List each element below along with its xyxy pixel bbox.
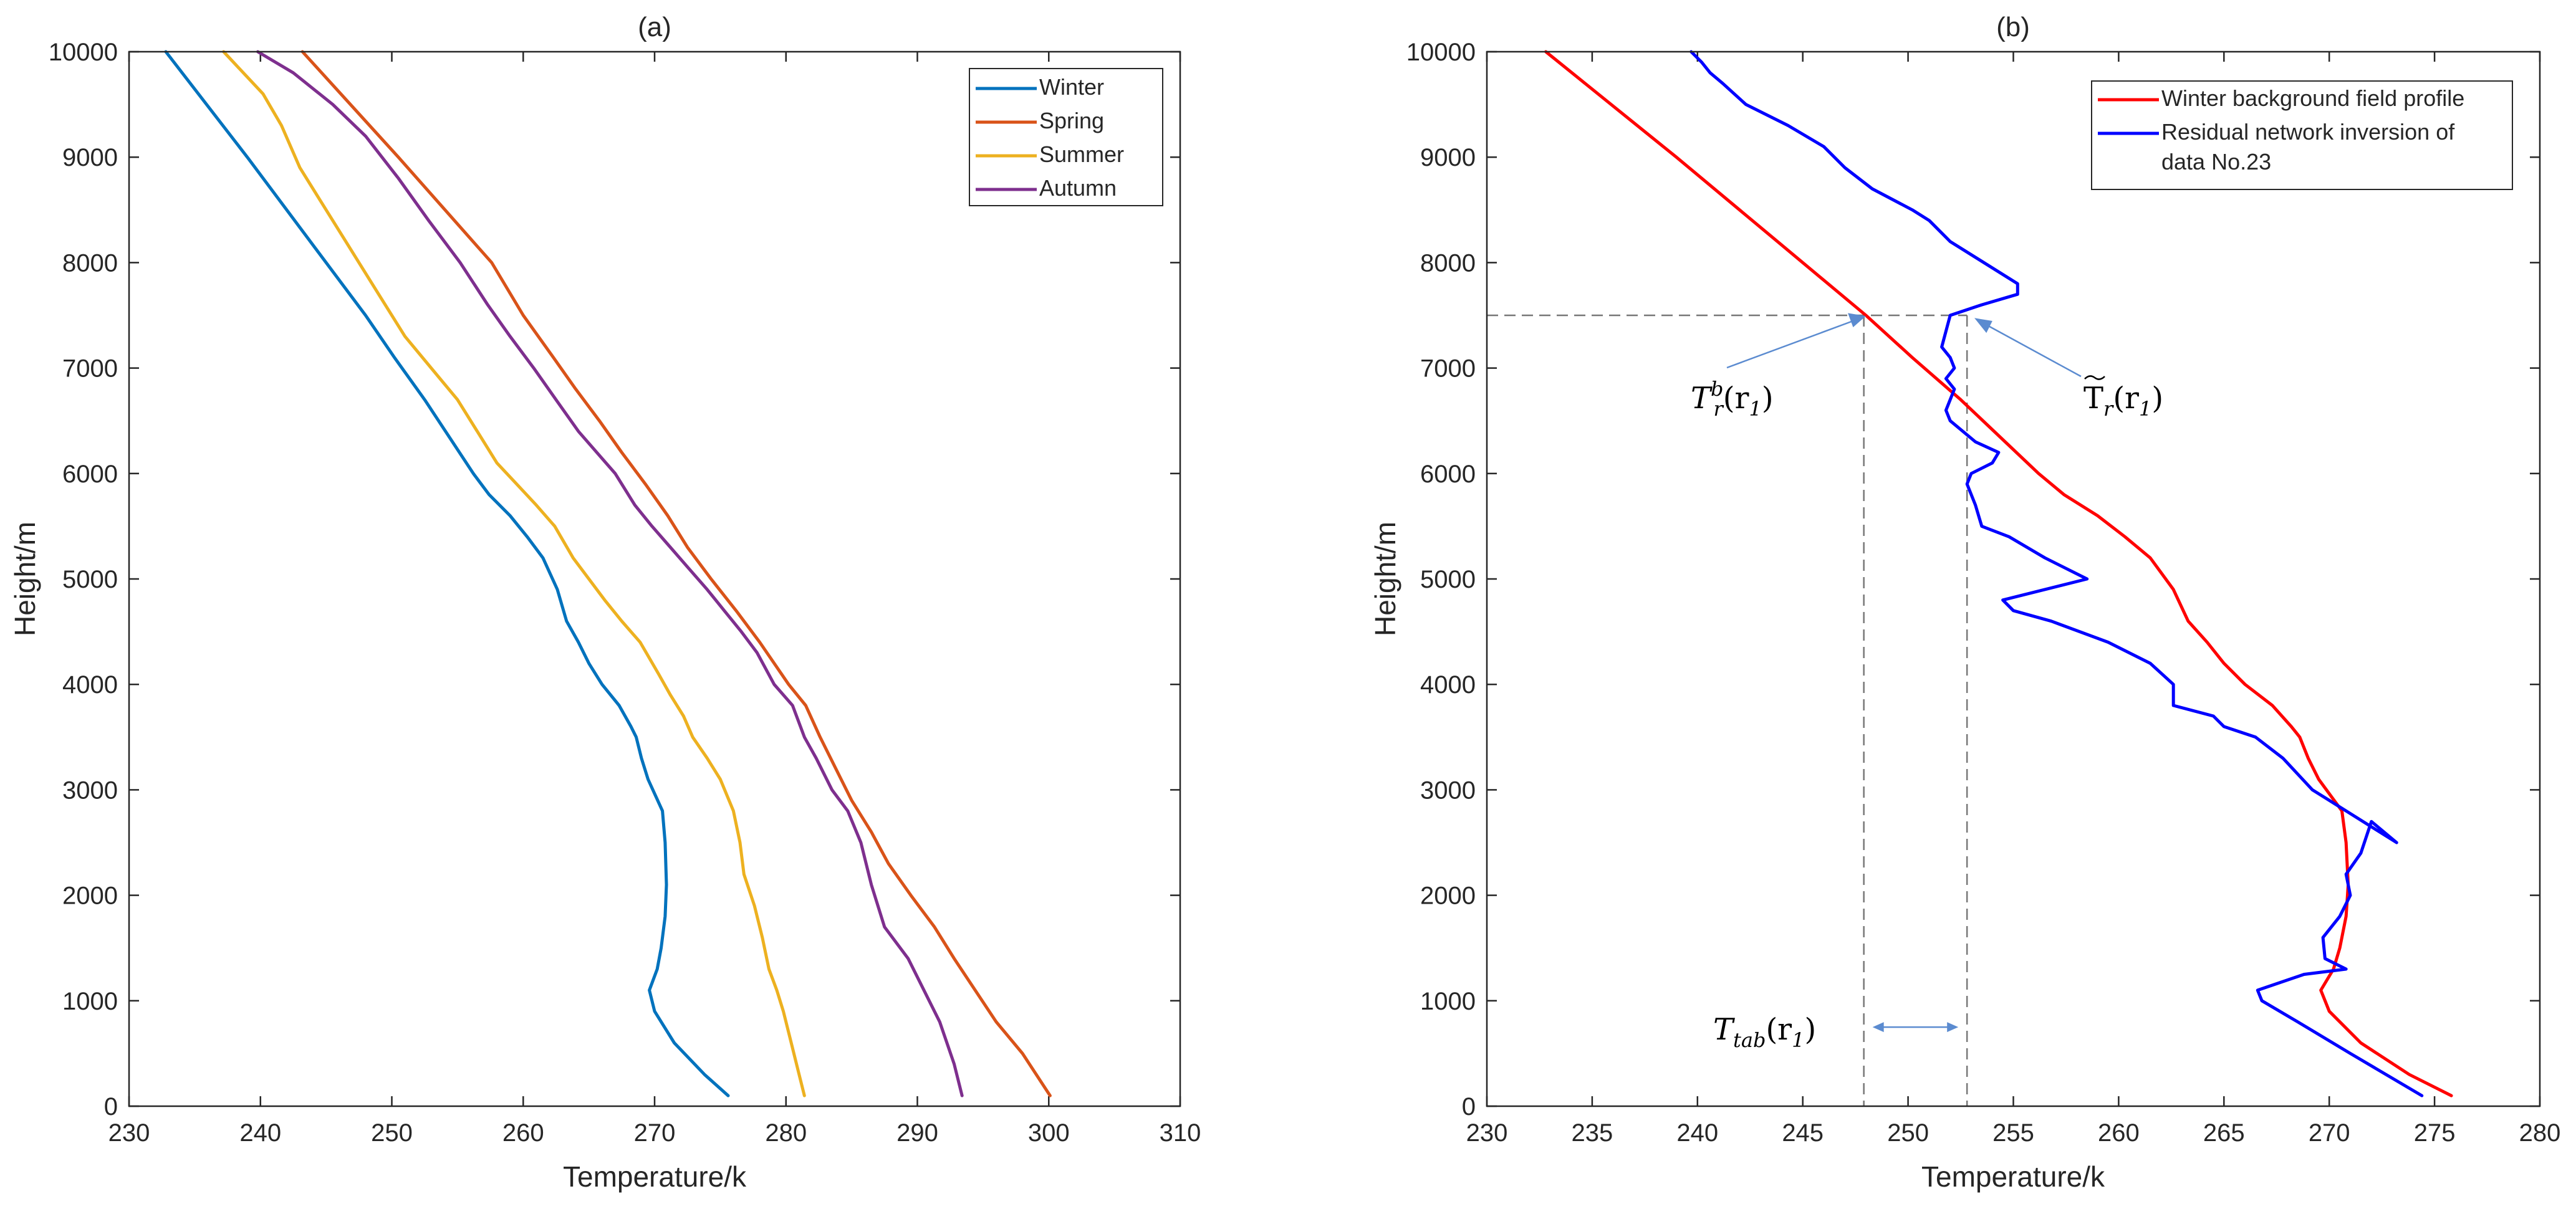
- b-xtick-label-5: 255: [1992, 1119, 2034, 1147]
- b-ytick-label-4: 4000: [1420, 671, 1476, 699]
- panel-a-ticks: 230 240 250 260 270 280 290 300 310 0 1000 2000 3000…: [49, 39, 1201, 1147]
- panel-b-ticks: 230 235 240 245 250 255 260 265 270 275 280 0 1000 20…: [1406, 39, 2561, 1147]
- annotation-tilde: [2084, 375, 2105, 380]
- panel-a-title: (a): [638, 12, 671, 42]
- a-ytick-label-7: 7000: [62, 355, 118, 383]
- a-series-line-winter: [164, 50, 730, 1097]
- b-xtick-label-9: 275: [2414, 1119, 2456, 1147]
- b-ytick-label-10: 10000: [1406, 39, 1476, 66]
- a-xtick-label-6: 290: [896, 1119, 938, 1147]
- panel-a-xlabel: Temperature/k: [563, 1160, 747, 1193]
- a-xtick-label-8: 310: [1160, 1119, 1201, 1147]
- b-xtick-label-2: 240: [1676, 1119, 1718, 1147]
- panel-a: (a) 230 240 250 260 270 280 290 300 310 0 1000 2000…: [9, 12, 1201, 1193]
- a-ytick-label-8: 8000: [62, 249, 118, 277]
- a-ytick-label-6: 6000: [62, 461, 118, 488]
- a-series-line-summer: [222, 50, 806, 1097]
- a-ytick-label-10: 10000: [49, 39, 118, 66]
- b-xtick-label-4: 250: [1887, 1119, 1929, 1147]
- a-ytick-label-5: 5000: [62, 566, 118, 593]
- tab-arrow-head-left: [1872, 1022, 1884, 1033]
- panel-a-axes-box: [128, 50, 1181, 1107]
- b-xtick-label-0: 230: [1466, 1119, 1508, 1147]
- a-ytick-label-2: 2000: [62, 882, 118, 910]
- a-xtick-label-4: 270: [634, 1119, 676, 1147]
- panel-b-annotation-arrows: [1726, 313, 2082, 378]
- b-xtick-label-7: 265: [2203, 1119, 2245, 1147]
- b-ytick-label-5: 5000: [1420, 566, 1476, 593]
- b-xtick-label-8: 270: [2309, 1119, 2350, 1147]
- b-ytick-label-7: 7000: [1420, 355, 1476, 383]
- annotation-tr-tilde: Tr(r1): [2083, 381, 2163, 421]
- annotation-tr-b: Tb r(r1): [1691, 377, 1774, 421]
- b-xtick-label-3: 245: [1782, 1119, 1824, 1147]
- a-ytick-label-9: 9000: [62, 144, 118, 171]
- b-ytick-label-6: 6000: [1420, 461, 1476, 488]
- a-ytick-label-0: 0: [104, 1093, 118, 1121]
- b-ytick-label-0: 0: [1462, 1093, 1476, 1121]
- annotation-ttab: Ttab(r1): [1713, 1012, 1816, 1052]
- a-ytick-label-3: 3000: [62, 777, 118, 804]
- b-series-line-residual-network-inversion-of-data-no-23: [1689, 50, 2424, 1097]
- b-legend-label-1: Residual network inversion of: [2161, 119, 2455, 145]
- b-legend-box: [2091, 80, 2513, 190]
- b-xtick-label-1: 235: [1572, 1119, 1613, 1147]
- panel-b-series: [1544, 50, 2453, 1097]
- panel-b-title: (b): [1996, 12, 2030, 42]
- a-series-line-spring: [300, 50, 1052, 1097]
- a-xtick-label-2: 250: [371, 1119, 413, 1147]
- a-series-line-autumn: [256, 50, 964, 1097]
- a-ytick-label-4: 4000: [62, 671, 118, 699]
- panel-a-legend: Winter Spring Summer Autumn: [969, 68, 1163, 206]
- panel-b: (b) 230 235 240 245 250 255 260 265 270 275 280 0 10…: [1369, 12, 2560, 1193]
- b-series-line-winter-background-field-profile: [1544, 50, 2453, 1097]
- b-ytick-label-8: 8000: [1420, 249, 1476, 277]
- panel-a-ylabel: Height/m: [9, 522, 41, 636]
- a-legend-label-3: Autumn: [1039, 175, 1117, 201]
- panel-b-axes-box: [1486, 50, 2541, 1107]
- a-xtick-label-1: 240: [239, 1119, 281, 1147]
- panel-b-ylabel: Height/m: [1369, 522, 1401, 636]
- b-ytick-label-3: 3000: [1420, 777, 1476, 804]
- b-legend-label-0: Winter background field profile: [2161, 85, 2464, 111]
- a-legend-label-0: Winter: [1039, 74, 1104, 100]
- panel-a-series: [164, 50, 1052, 1097]
- b-legend-label-1-cont: data No.23: [2161, 149, 2271, 174]
- b-ytick-label-1: 1000: [1420, 988, 1476, 1015]
- a-legend-label-2: Summer: [1039, 141, 1124, 167]
- a-xtick-label-3: 260: [502, 1119, 544, 1147]
- panel-b-legend: Winter background field profile Residual …: [2091, 80, 2513, 190]
- b-ytick-label-2: 2000: [1420, 882, 1476, 910]
- tab-arrow-head-right: [1947, 1022, 1959, 1033]
- b-ytick-label-9: 9000: [1420, 144, 1476, 171]
- panel-b-xlabel: Temperature/k: [1921, 1160, 2105, 1193]
- panel-b-guides: [1487, 314, 1968, 1106]
- a-xtick-label-0: 230: [108, 1119, 150, 1147]
- b-xtick-label-6: 260: [2098, 1119, 2140, 1147]
- a-legend-label-1: Spring: [1039, 108, 1104, 133]
- b-xtick-label-10: 280: [2519, 1119, 2561, 1147]
- a-xtick-label-5: 280: [765, 1119, 807, 1147]
- a-legend-box: [969, 68, 1163, 206]
- a-xtick-label-7: 300: [1028, 1119, 1070, 1147]
- a-ytick-label-1: 1000: [62, 988, 118, 1015]
